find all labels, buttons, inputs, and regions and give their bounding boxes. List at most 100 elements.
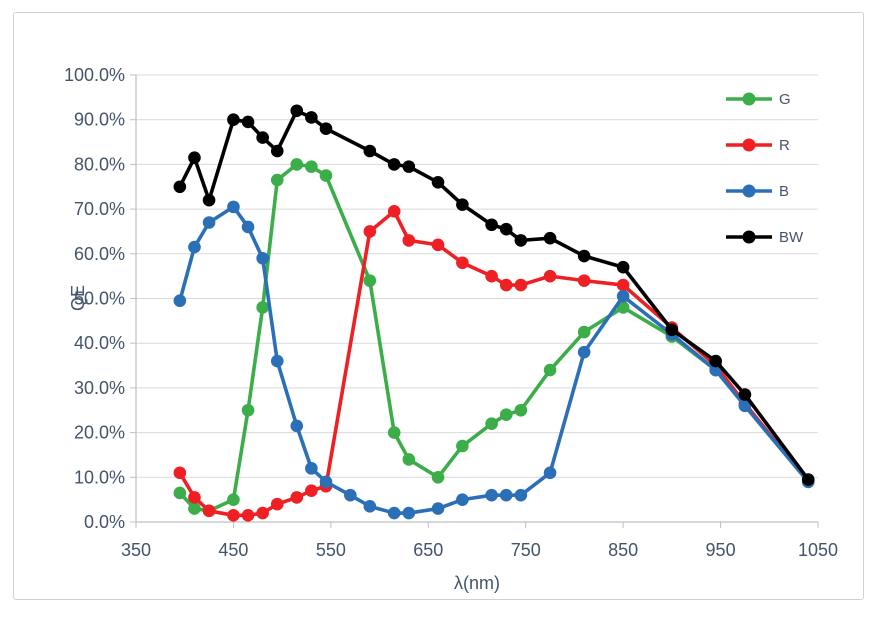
series-R-marker [387,205,401,218]
series-R-marker [173,466,187,480]
series-B-marker [256,251,269,265]
series-R-marker [241,508,255,522]
series-G-marker [577,325,591,339]
tick-labels: 0.0% 10.0% 20.0% 30.0% 40.0% 50.0% 60.0% 70.0% 8… [64,65,838,560]
series-G-marker [543,363,557,377]
series-B-marker [738,399,752,413]
series-B-marker [241,220,255,234]
series-BW-marker [543,231,557,245]
y-tick-label: 20.0% [74,423,125,443]
legend-marker [742,184,756,198]
series-G-marker [305,160,318,173]
series-G-marker [256,301,269,314]
series-BW-marker [801,473,815,486]
series-G-marker [290,158,304,171]
y-tick-label: 10.0% [74,467,125,487]
legend-label: B [779,183,789,200]
series-BW-marker [456,198,469,211]
series-G-marker [499,408,513,422]
series-B-marker [387,506,401,520]
series-G-marker [241,403,255,417]
series-BW-marker [577,249,591,263]
series-R-marker [202,504,216,518]
series-G-marker [616,301,630,314]
series-BW-marker [665,323,679,337]
series-G-marker [363,274,377,287]
x-tick-label: 1050 [798,540,838,560]
series-R-marker [499,278,513,292]
series-R-marker [616,278,630,292]
series-BW-marker [387,158,401,171]
series-R-marker [456,256,469,270]
series-G [173,158,815,518]
series-R-marker [227,508,240,522]
series-BW-marker [402,160,416,173]
legend-item-G: G [726,91,791,108]
series-R-marker [577,274,591,287]
series-R-marker [485,269,498,283]
series-G-marker [456,439,469,453]
series-R-marker [431,238,445,252]
legend-label: G [779,91,791,108]
legend-marker [742,138,756,152]
y-tick-label: 0.0% [84,512,125,532]
y-tick-label: 50.0% [74,289,125,309]
series-R-marker [363,225,377,238]
y-tick-label: 30.0% [74,378,125,398]
y-tick-label: 40.0% [74,333,125,353]
series-B-marker [485,488,498,502]
series-B-marker [202,216,216,229]
series-BW-marker [363,144,377,158]
x-axis-title: λ(nm) [454,573,500,593]
series-G-marker [188,502,201,515]
series-R-marker [305,484,318,498]
series-G-marker [485,417,498,430]
series-BW-marker [290,104,304,118]
series-G-marker [514,403,528,417]
x-tick-label: 350 [121,540,151,560]
y-tick-label: 80.0% [74,154,125,174]
series-B-marker [499,488,513,502]
series-BW-marker [270,144,284,158]
legend-label: R [779,137,790,154]
series-BW-marker [319,122,333,135]
legend-item-BW: BW [726,229,804,246]
series-BW-marker [173,180,187,194]
data-series [173,104,815,522]
series-B-marker [344,488,357,502]
axes [130,74,819,528]
series-B-marker [402,506,416,520]
y-axis-title: QE [68,285,88,311]
series-B-marker [514,488,528,502]
x-tick-label: 850 [608,540,638,560]
legend: G R B BW [726,91,804,246]
series-G-marker [173,486,187,500]
series-B-marker [227,200,240,214]
series-G-marker [402,453,416,466]
x-tick-label: 650 [413,540,443,560]
legend-label: BW [779,229,804,246]
series-G-marker [270,173,284,187]
series-BW-marker [499,222,513,236]
x-tick-label: 450 [218,540,248,560]
series-R-marker [402,234,416,247]
series-G-marker [319,169,333,182]
series-BW [173,104,815,486]
gridlines [136,74,818,478]
series-B-marker [543,466,557,480]
series-B-marker [270,354,284,368]
series-B-marker [188,240,201,254]
series-R-marker [290,491,304,504]
series-G-marker [227,493,240,506]
legend-marker [742,92,756,106]
series-R-marker [514,278,528,292]
series-BW-marker [485,218,498,232]
series-B-marker [616,289,630,303]
y-tick-label: 70.0% [74,199,125,219]
legend-item-B: B [726,183,789,200]
x-tick-label: 550 [316,540,346,560]
y-tick-label: 100.0% [64,65,125,85]
series-BW-marker [514,234,528,247]
series-R-marker [270,497,284,511]
